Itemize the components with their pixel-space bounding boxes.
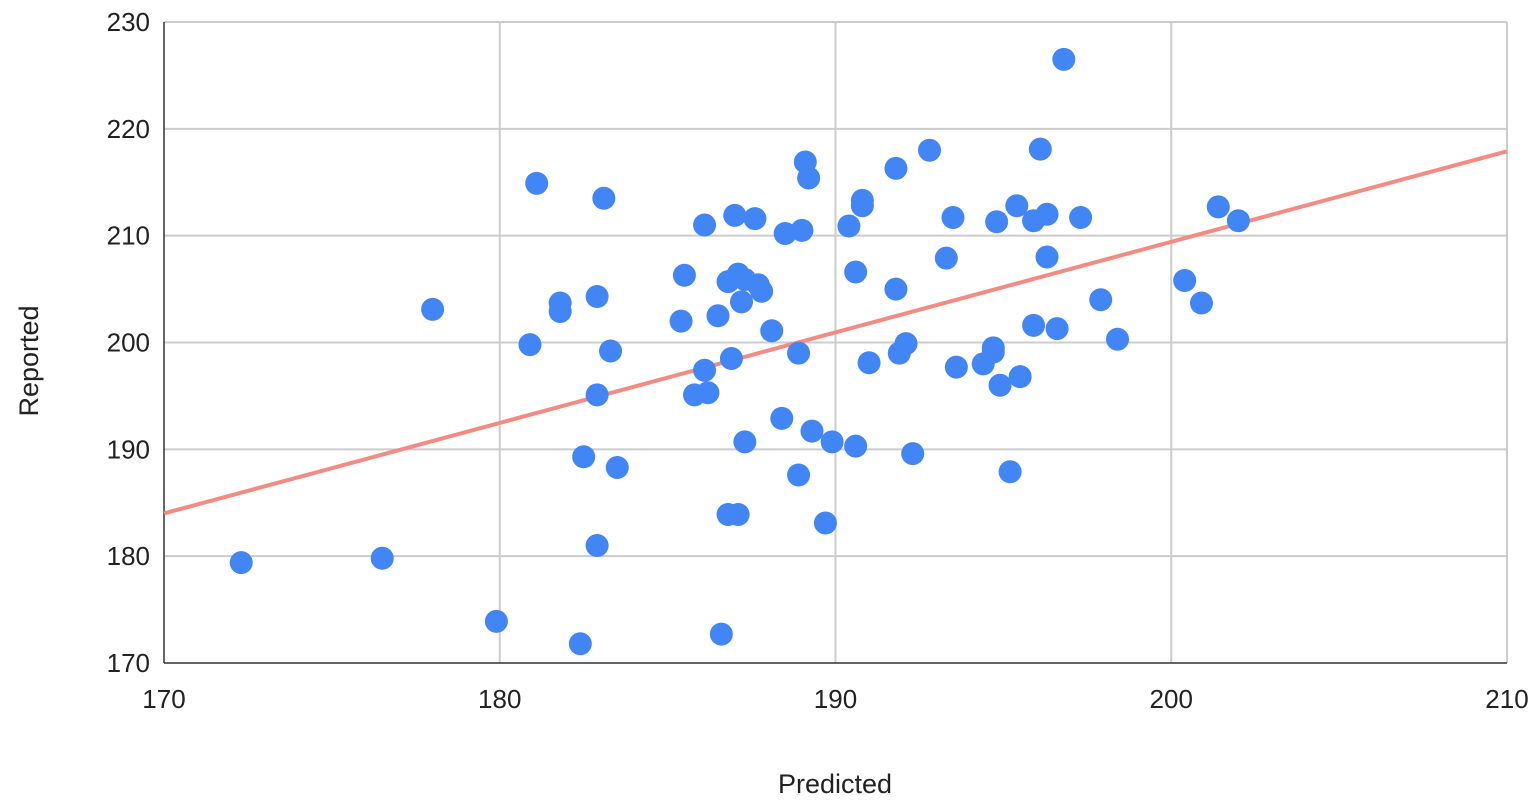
data-point xyxy=(599,339,623,363)
data-point xyxy=(1089,288,1113,312)
data-point xyxy=(693,213,717,237)
x-tick-label: 190 xyxy=(814,684,857,714)
data-point xyxy=(525,171,549,195)
data-point xyxy=(985,210,1009,234)
data-points xyxy=(229,47,1250,656)
data-point xyxy=(518,333,542,357)
data-point xyxy=(944,355,968,379)
data-point xyxy=(743,207,767,231)
y-axis-title: Reported xyxy=(14,305,44,416)
data-point xyxy=(693,358,717,382)
data-point xyxy=(844,260,868,284)
x-tick-label: 170 xyxy=(142,684,185,714)
data-point xyxy=(800,419,824,443)
x-tick-label: 200 xyxy=(1150,684,1193,714)
data-point xyxy=(696,381,720,405)
y-tick-label: 210 xyxy=(107,221,150,251)
data-point xyxy=(1005,194,1029,218)
data-point xyxy=(941,206,965,230)
y-tick-label: 230 xyxy=(107,7,150,37)
data-point xyxy=(1189,291,1213,315)
data-point xyxy=(726,503,750,527)
data-point xyxy=(790,218,814,242)
data-point xyxy=(1035,245,1059,269)
data-point xyxy=(813,511,837,535)
y-axis-tick-labels: 170 180 190 200 210 220 230 xyxy=(107,7,150,678)
data-point xyxy=(548,300,572,324)
y-tick-label: 170 xyxy=(107,648,150,678)
data-point xyxy=(894,332,918,356)
data-point xyxy=(706,304,730,328)
data-point xyxy=(787,463,811,487)
data-point xyxy=(1035,202,1059,226)
data-point xyxy=(672,263,696,287)
data-point xyxy=(998,460,1022,484)
y-tick-label: 200 xyxy=(107,328,150,358)
data-point xyxy=(1008,365,1032,389)
data-point xyxy=(934,246,958,270)
x-tick-label: 180 xyxy=(478,684,521,714)
data-point xyxy=(1226,209,1250,233)
data-point xyxy=(884,277,908,301)
data-point xyxy=(421,297,445,321)
data-point xyxy=(585,383,609,407)
data-point xyxy=(1106,327,1130,351)
data-point xyxy=(568,632,592,656)
data-point xyxy=(850,194,874,218)
x-axis-title: Predicted xyxy=(778,769,892,799)
data-point xyxy=(901,442,925,466)
data-point xyxy=(370,546,394,570)
data-point xyxy=(918,138,942,162)
y-tick-label: 190 xyxy=(107,434,150,464)
data-point xyxy=(797,166,821,190)
data-point xyxy=(760,319,784,343)
data-point xyxy=(572,445,596,469)
trendline-group xyxy=(163,149,1508,516)
data-point xyxy=(981,340,1005,364)
data-point xyxy=(585,533,609,557)
data-point xyxy=(1045,317,1069,341)
y-tick-label: 220 xyxy=(107,114,150,144)
data-point xyxy=(484,609,508,633)
data-point xyxy=(729,290,753,314)
y-tick-label: 180 xyxy=(107,541,150,571)
trendline xyxy=(163,149,1508,516)
data-point xyxy=(988,373,1012,397)
data-point xyxy=(750,279,774,303)
data-point xyxy=(709,622,733,646)
data-point xyxy=(1206,195,1230,219)
data-point xyxy=(723,203,747,227)
data-point xyxy=(1069,206,1093,230)
data-point xyxy=(787,341,811,365)
data-point xyxy=(1022,313,1046,337)
data-point xyxy=(1028,137,1052,161)
data-point xyxy=(837,214,861,238)
data-point xyxy=(844,434,868,458)
data-point xyxy=(733,430,757,454)
data-point xyxy=(669,309,693,333)
data-point xyxy=(820,430,844,454)
data-point xyxy=(770,406,794,430)
data-point xyxy=(592,186,616,210)
data-point xyxy=(884,156,908,180)
data-point xyxy=(1052,47,1076,71)
x-tick-label: 210 xyxy=(1485,684,1528,714)
grid-lines xyxy=(164,21,1508,663)
data-point xyxy=(585,285,609,309)
axes xyxy=(163,22,1507,664)
x-axis-tick-labels: 170 180 190 200 210 xyxy=(142,684,1528,714)
data-point xyxy=(719,347,743,371)
data-point xyxy=(857,351,881,375)
data-point xyxy=(1173,269,1197,293)
data-point xyxy=(229,551,253,575)
data-point xyxy=(605,455,629,479)
